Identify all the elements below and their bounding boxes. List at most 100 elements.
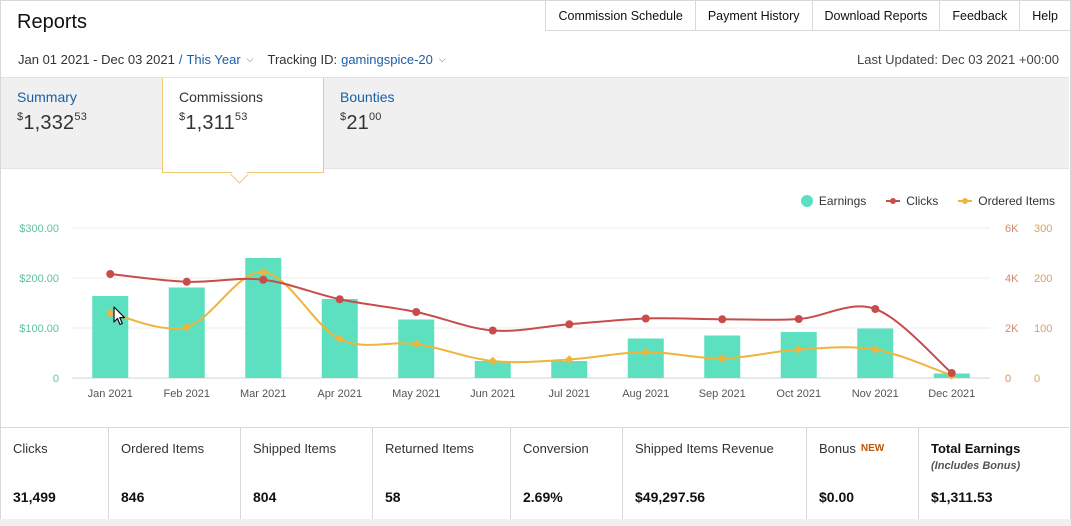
earnings-bar <box>780 332 817 378</box>
stat-label: Clicks <box>13 441 48 456</box>
clicks-point <box>182 277 191 286</box>
stat-label: Shipped Items Revenue <box>635 441 774 456</box>
clicks-point <box>794 315 803 323</box>
y-tick-left: 0 <box>53 373 59 385</box>
legend-label: Earnings <box>818 194 867 208</box>
x-tick-label: Mar 2021 <box>240 388 286 400</box>
help-button[interactable]: Help <box>1019 0 1071 31</box>
legend-label: Ordered Items <box>978 194 1055 208</box>
stat-clicks: Clicks 31,499 <box>1 428 109 520</box>
download-reports-button[interactable]: Download Reports <box>811 0 940 31</box>
earnings-bar <box>551 361 588 378</box>
ordered-items-point <box>488 356 497 366</box>
clicks-point <box>488 326 497 335</box>
stat-label: Ordered Items <box>121 441 205 456</box>
ordered-items-point <box>412 339 421 349</box>
x-tick-label: Nov 2021 <box>852 388 899 400</box>
stat-conversion: Conversion 2.69% <box>511 428 623 520</box>
y-tick-left: $100.00 <box>19 323 59 335</box>
earnings-swatch <box>800 195 813 207</box>
x-tick-label: Feb 2021 <box>164 388 210 400</box>
page-title: Reports <box>17 11 88 33</box>
tab-amount: $1,31153 <box>179 111 248 134</box>
earnings-chart: $300.00 $200.00 $100.00 0 6K 4K 2K 0 300 200 100 0 J… <box>19 223 1052 400</box>
feedback-button[interactable]: Feedback <box>939 0 1020 31</box>
ordered-items-point <box>335 334 344 344</box>
date-preset-dropdown[interactable]: This Year <box>186 52 241 67</box>
clicks-point <box>412 308 421 316</box>
tab-bounties[interactable]: Bounties $2100 <box>324 78 486 168</box>
tab-amount: $2100 <box>340 111 382 134</box>
payment-history-button[interactable]: Payment History <box>694 0 812 31</box>
new-badge: NEW <box>860 443 885 454</box>
ordered-items-point <box>871 345 880 354</box>
mouse-pointer-icon <box>113 306 126 326</box>
y-tick-right-ordered: 0 <box>1034 373 1040 385</box>
stat-value: 2.69% <box>523 489 563 505</box>
x-tick-label: Sep 2021 <box>699 388 746 400</box>
stat-total-earnings: Total Earnings (Includes Bonus) $1,311.5… <box>919 428 1069 520</box>
tab-label: Commissions <box>179 89 264 105</box>
y-tick-right-ordered: 200 <box>1034 273 1052 285</box>
tab-commissions[interactable]: Commissions $1,31153 <box>162 78 324 173</box>
ordered-items-point <box>794 345 803 354</box>
y-tick-right-clicks: 2K <box>1005 323 1019 335</box>
x-tick-label: Oct 2021 <box>776 388 821 400</box>
date-separator: / <box>178 52 183 67</box>
stat-shipped-items: Shipped Items 804 <box>241 428 373 520</box>
stat-ordered-items: Ordered Items 846 <box>109 428 241 520</box>
y-tick-left: $300.00 <box>19 223 59 235</box>
earnings-bar <box>168 287 205 378</box>
date-range-text: Jan 01 2021 - Dec 03 2021 <box>18 52 175 67</box>
stat-value: $1,311.53 <box>931 489 993 505</box>
y-tick-right-ordered: 100 <box>1034 323 1052 335</box>
y-tick-right-clicks: 4K <box>1005 273 1019 285</box>
clicks-swatch <box>886 198 901 204</box>
x-tick-label: Jan 2021 <box>88 388 133 400</box>
tab-label: Summary <box>17 89 77 105</box>
last-updated-text: Last Updated: Dec 03 2021 +00:00 <box>856 52 1059 67</box>
stat-value: $49,297.56 <box>635 489 706 505</box>
chevron-down-icon[interactable]: ⌵ <box>246 54 254 64</box>
clicks-point <box>947 369 956 377</box>
clicks-point <box>641 314 650 323</box>
clicks-point <box>565 320 574 329</box>
stat-label: Returned Items <box>385 441 474 456</box>
y-tick-left: $200.00 <box>19 273 59 285</box>
x-tick-label: Jul 2021 <box>548 388 590 400</box>
ordered-items-line <box>110 270 953 377</box>
ordered-items-point <box>641 347 650 357</box>
y-tick-right-ordered: 300 <box>1034 223 1052 235</box>
chart-legend: Earnings Clicks Ordered Items <box>781 194 1055 208</box>
earnings-bar <box>398 319 435 378</box>
stat-returned-items: Returned Items 58 <box>373 428 511 520</box>
clicks-point <box>259 275 268 284</box>
clicks-point <box>718 315 727 324</box>
legend-ordered-items[interactable]: Ordered Items <box>958 194 1055 208</box>
stat-value: $0.00 <box>819 489 855 505</box>
ordered-items-point <box>718 354 727 363</box>
stat-label: Shipped Items <box>253 441 337 456</box>
stat-label: Total Earnings <box>931 441 1021 456</box>
ordered-items-point <box>106 308 115 318</box>
ordered-items-point <box>182 322 191 332</box>
tab-amount: $1,33253 <box>17 111 88 134</box>
stat-sublabel: (Includes Bonus) <box>931 460 1021 472</box>
legend-earnings[interactable]: Earnings <box>800 194 867 208</box>
tracking-id-dropdown[interactable]: gamingspice-20 <box>341 52 433 67</box>
top-nav: Commission Schedule Payment History Down… <box>545 0 1071 31</box>
ordered-items-swatch <box>958 198 973 204</box>
footer-strip <box>0 519 1071 526</box>
filter-bar: Jan 01 2021 - Dec 03 2021 / This Year ⌵ … <box>18 52 460 67</box>
clicks-line <box>110 273 953 374</box>
stat-value: 31,499 <box>13 489 56 505</box>
tab-summary[interactable]: Summary $1,33253 <box>1 78 163 168</box>
legend-clicks[interactable]: Clicks <box>886 194 938 208</box>
chevron-down-icon[interactable]: ⌵ <box>438 54 446 64</box>
tracking-id-label: Tracking ID: <box>267 52 338 67</box>
commission-schedule-button[interactable]: Commission Schedule <box>545 0 695 31</box>
clicks-point <box>106 270 115 278</box>
earnings-bar <box>627 338 664 378</box>
clicks-point <box>871 305 880 313</box>
x-tick-label: May 2021 <box>392 388 440 400</box>
